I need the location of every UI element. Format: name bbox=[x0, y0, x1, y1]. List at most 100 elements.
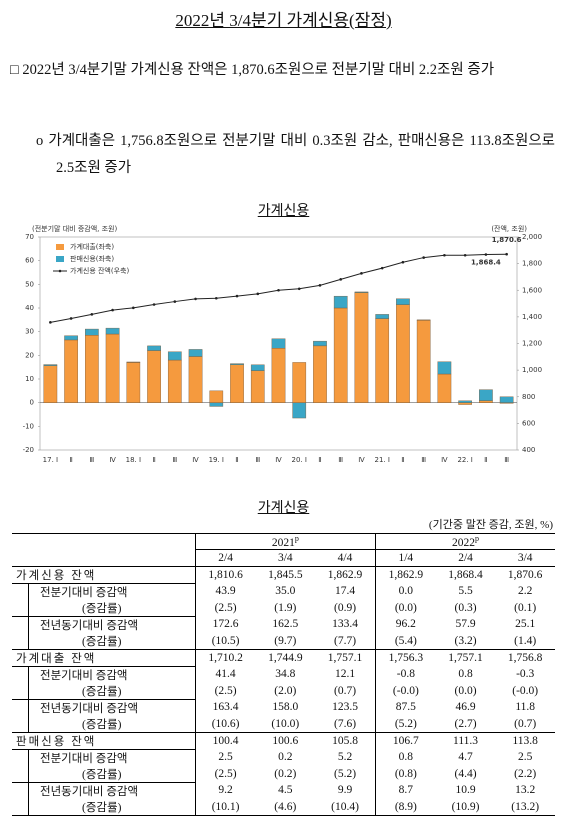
table-row: (증감률) (10.1) (4.6) (10.4) (8.9) (10.9) (13.2) bbox=[12, 798, 555, 816]
y2-tick-label: 600 bbox=[522, 419, 535, 427]
table-cell: 2.5 bbox=[194, 749, 256, 766]
table-cell: (0.0) bbox=[374, 599, 436, 617]
bar-segment bbox=[396, 304, 410, 403]
y-tick-label: 30 bbox=[25, 328, 34, 336]
table-cell: 1,810.6 bbox=[194, 566, 256, 584]
table-cell: 12.1 bbox=[334, 668, 356, 681]
y2-tick-label: 1,600 bbox=[522, 286, 542, 294]
legend-label: 가계대출(좌축) bbox=[70, 242, 114, 251]
table-cell: (7.7) bbox=[334, 634, 357, 647]
x-tick-label: Ⅳ bbox=[441, 456, 448, 464]
table-cell: (9.7) bbox=[274, 634, 297, 647]
row-label: 판매신용 잔액 bbox=[16, 735, 97, 748]
line-marker bbox=[90, 313, 94, 316]
bar-segment bbox=[167, 351, 182, 361]
x-tick-label: 19. Ⅰ bbox=[209, 456, 224, 464]
y-axis-label: (전분기말 대비 증감액, 조원) bbox=[32, 224, 117, 233]
table-cell: -0.3 bbox=[516, 668, 535, 681]
table-row: 가계신용 잔액 1,810.6 1,845.5 1,862.9 1,862.9 1,868… bbox=[12, 566, 555, 584]
bar-segment bbox=[188, 356, 203, 403]
bar-segment bbox=[479, 400, 493, 403]
table-cell: (0.3) bbox=[454, 601, 477, 614]
bar-segment bbox=[126, 362, 141, 403]
table-row: (증감률) (2.5) (0.2) (5.2) (0.8) (4.4) (2.2) bbox=[12, 765, 555, 783]
group-mark: p bbox=[474, 534, 479, 544]
x-tick-label: 21. Ⅰ bbox=[374, 456, 389, 464]
header-row: 2/4 3/4 4/4 1/4 2/4 3/4 bbox=[12, 549, 555, 567]
table-cell: (10.1) bbox=[194, 798, 256, 816]
row-label: (증감률) bbox=[12, 600, 195, 617]
bar-segment bbox=[230, 364, 244, 403]
bar-segment bbox=[437, 373, 452, 403]
line-marker bbox=[318, 284, 322, 287]
table-cell: 1,756.8 bbox=[507, 651, 543, 664]
table-cell: 25.1 bbox=[515, 618, 536, 631]
bar-segment bbox=[167, 359, 182, 403]
group-year: 2022 bbox=[451, 537, 475, 550]
y2-tick-label: 1,800 bbox=[522, 260, 542, 268]
column-header: 2/4 bbox=[435, 549, 496, 567]
chart-title: 가계신용 bbox=[257, 204, 310, 219]
row-label: (증감률) bbox=[12, 633, 195, 650]
table-row: 전년동기대비 증감액 9.2 4.5 9.9 8.7 10.9 13.2 bbox=[12, 781, 555, 799]
column-header: 1/4 bbox=[374, 549, 436, 567]
table-cell: 11.8 bbox=[515, 701, 536, 714]
bar-segment bbox=[64, 335, 78, 341]
x-tick-label: Ⅲ bbox=[255, 456, 260, 464]
table-cell: 1,757.1 bbox=[327, 651, 363, 664]
bar-segment bbox=[230, 363, 244, 366]
line bbox=[50, 253, 507, 323]
y2-tick-label: 800 bbox=[522, 393, 535, 401]
bar-segment bbox=[313, 340, 327, 347]
table-cell: 100.4 bbox=[194, 732, 256, 750]
row-label: 가계신용 잔액 bbox=[16, 569, 97, 582]
table-unit: (기간중 말잔 증감, 조원, %) bbox=[428, 519, 553, 531]
line-marker bbox=[256, 292, 260, 296]
table-cell: 17.4 bbox=[334, 585, 356, 598]
table-row: 전분기대비 증감액 41.4 34.8 12.1 -0.8 0.8 -0.3 bbox=[12, 665, 555, 683]
bar-segment bbox=[292, 402, 307, 419]
table-cell: 96.2 bbox=[374, 616, 436, 633]
bar-segment bbox=[354, 291, 369, 293]
table-cell: 1,757.1 bbox=[448, 651, 483, 664]
table-cell: 4.7 bbox=[458, 751, 473, 764]
table-cell: (8.9) bbox=[374, 798, 436, 816]
table-cell: (7.6) bbox=[334, 717, 357, 730]
table-row: 전년동기대비 증감액 172.6 162.5 133.4 96.2 57.9 25.1 bbox=[12, 615, 555, 633]
table-cell: (0.8) bbox=[374, 765, 436, 783]
y2-tick-label: 1,000 bbox=[522, 366, 542, 374]
table-cell: 10.9 bbox=[455, 784, 476, 797]
table-cell: 158.0 bbox=[272, 701, 299, 714]
table-cell: (5.2) bbox=[374, 715, 436, 733]
bar-segment bbox=[396, 298, 410, 305]
row-label: 전년동기대비 증감액 bbox=[12, 615, 196, 633]
table-cell: 34.8 bbox=[275, 668, 296, 681]
table-cell: (10.6) bbox=[194, 715, 256, 733]
table-row: (증감률) (10.5) (9.7) (7.7) (5.4) (3.2) (1.4) bbox=[12, 632, 555, 650]
column-header: 2/4 bbox=[194, 549, 256, 567]
table-cell: 1,744.9 bbox=[268, 651, 303, 664]
row-label: 전분기대비 증감액 bbox=[12, 665, 196, 683]
line-marker bbox=[69, 317, 73, 320]
bar-segment bbox=[333, 295, 348, 309]
y-tick-label: 10 bbox=[25, 375, 34, 383]
table-cell: (13.2) bbox=[511, 800, 540, 813]
table-cell: (-0.0) bbox=[374, 682, 436, 700]
column-header: 3/4 bbox=[255, 549, 316, 567]
x-tick-label: Ⅳ bbox=[275, 456, 282, 464]
table-cell: -0.8 bbox=[374, 666, 436, 683]
x-tick-label: Ⅱ bbox=[484, 456, 487, 464]
line-marker bbox=[463, 253, 467, 257]
x-tick-label: Ⅲ bbox=[338, 456, 343, 464]
x-tick-label: Ⅳ bbox=[358, 456, 365, 464]
table-cell: (2.5) bbox=[194, 682, 256, 700]
y-tick-label: -20 bbox=[23, 446, 34, 454]
x-tick-label: 20. Ⅰ bbox=[292, 456, 307, 464]
x-tick-label: Ⅲ bbox=[421, 456, 426, 464]
table-row: 전분기대비 증감액 43.9 35.0 17.4 0.0 5.5 2.2 bbox=[12, 582, 555, 600]
row-label: 전년동기대비 증감액 bbox=[12, 781, 196, 799]
table-cell: (2.7) bbox=[454, 717, 477, 730]
bar-segment bbox=[437, 361, 452, 375]
table-cell: 111.3 bbox=[453, 734, 479, 747]
